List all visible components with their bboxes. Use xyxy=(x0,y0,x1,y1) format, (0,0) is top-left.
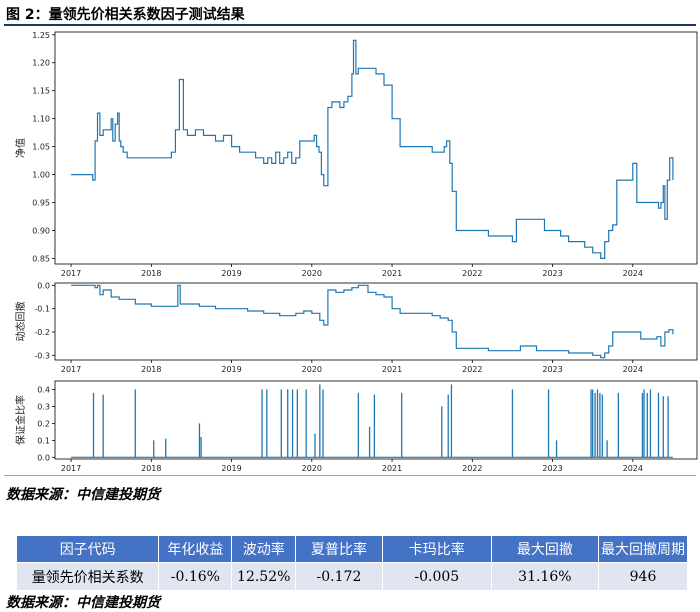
x-tick-label: 2018 xyxy=(141,464,161,473)
cell-annual-return: -0.16% xyxy=(158,562,233,591)
x-tick-label: 2022 xyxy=(462,464,482,473)
x-tick-label: 2020 xyxy=(302,464,322,473)
figure-title: 图 2：量领先价相关系数因子测试结果 xyxy=(6,7,245,23)
table-header-row: 因子代码 年化收益 波动率 夏普比率 卡玛比率 最大回撤 最大回撤周期 xyxy=(15,535,688,563)
series-line-drawdown xyxy=(71,284,674,359)
chart-panel-nav: 0.85 0.90 0.95 1.00 1.05 1.10 1.15 1.20 1.25 2017… xyxy=(14,31,698,278)
x-tick-label: 2023 xyxy=(542,269,562,278)
x-tick-label: 2024 xyxy=(623,269,643,278)
x-tick-label: 2019 xyxy=(221,269,241,278)
x-tick-label: 2024 xyxy=(623,464,643,473)
header-annual-return: 年化收益 xyxy=(158,535,233,563)
plot-frame-nav xyxy=(54,31,698,265)
plot-frame-margin xyxy=(54,380,698,460)
y-tick-label: -0.3 xyxy=(34,351,50,360)
x-tick-label: 2018 xyxy=(141,269,161,278)
x-tick-label: 2024 xyxy=(623,365,643,374)
y-tick-label: 0.0 xyxy=(37,453,50,462)
cell-volatility: 12.52% xyxy=(231,562,297,591)
y-tick-label: 1.20 xyxy=(32,59,50,68)
y-tick-label: 1.15 xyxy=(32,87,50,96)
plot-frame-drawdown xyxy=(54,282,698,361)
y-tick-label: 1.10 xyxy=(32,115,50,124)
y-tick-label: 0.3 xyxy=(37,402,50,411)
header-calmar: 卡玛比率 xyxy=(381,535,492,563)
x-tick-label: 2019 xyxy=(221,464,241,473)
stats-table: 因子代码 年化收益 波动率 夏普比率 卡玛比率 最大回撤 最大回撤周期 量领先价… xyxy=(15,535,688,591)
x-tick-label: 2022 xyxy=(462,269,482,278)
x-tick-label: 2023 xyxy=(542,365,562,374)
source-note-top: 数据来源：中信建投期货 xyxy=(6,487,160,503)
y-tick-label: 0.90 xyxy=(32,226,50,235)
header-max-drawdown: 最大回撤 xyxy=(490,535,600,563)
x-tick-label: 2017 xyxy=(61,269,81,278)
x-tick-label: 2022 xyxy=(462,365,482,374)
y-tick-label: 1.25 xyxy=(32,31,50,40)
x-tick-label: 2023 xyxy=(542,464,562,473)
bottom-rule xyxy=(4,475,696,476)
y-tick-label: -0.2 xyxy=(34,328,50,337)
y-axis-label-nav: 净值 xyxy=(14,138,27,158)
header-volatility: 波动率 xyxy=(231,535,297,563)
x-tick-label: 2020 xyxy=(302,365,322,374)
x-tick-label: 2017 xyxy=(61,365,81,374)
x-tick-label: 2021 xyxy=(382,269,402,278)
charts-area: 0.85 0.90 0.95 1.00 1.05 1.10 1.15 1.20 1.25 2017… xyxy=(14,31,698,473)
header-factor-code: 因子代码 xyxy=(15,535,160,563)
x-tick-label: 2018 xyxy=(141,365,161,374)
y-tick-label: 0.95 xyxy=(32,199,50,208)
y-tick-label: 0.1 xyxy=(37,436,50,445)
chart-panel-drawdown: 0.0 -0.1 -0.2 -0.3 2017 2018 2019 2020 2021 2022 2… xyxy=(14,281,698,374)
table-row: 量领先价相关系数 -0.16% 12.52% -0.172 -0.005 31.… xyxy=(15,562,688,591)
cell-calmar: -0.005 xyxy=(381,562,492,591)
chart-panel-margin: 0.0 0.1 0.2 0.3 0.4 2017 2018 2019 2020 2021 2022 2… xyxy=(14,380,698,473)
y-axis-label-drawdown: 动态回撤 xyxy=(14,302,27,342)
y-axis-label-margin: 保证金比率 xyxy=(14,395,27,445)
cell-max-drawdown: 31.16% xyxy=(490,562,600,591)
y-tick-label: -0.1 xyxy=(34,305,50,314)
series-line-nav xyxy=(71,39,674,259)
x-tick-label: 2020 xyxy=(302,269,322,278)
y-tick-label: 1.05 xyxy=(32,143,50,152)
x-tick-label: 2021 xyxy=(382,464,402,473)
source-note-bottom: 数据来源：中信建投期货 xyxy=(6,595,160,611)
y-tick-label: 1.00 xyxy=(32,171,50,180)
cell-sharpe: -0.172 xyxy=(295,562,383,591)
y-tick-label: 0.85 xyxy=(32,254,50,263)
title-rule xyxy=(4,24,696,26)
x-tick-label: 2021 xyxy=(382,365,402,374)
y-tick-label: 0.4 xyxy=(37,385,50,394)
y-tick-label: 0.0 xyxy=(37,281,50,290)
x-tick-label: 2017 xyxy=(61,464,81,473)
y-tick-label: 0.2 xyxy=(37,419,50,428)
x-tick-label: 2019 xyxy=(221,365,241,374)
header-sharpe: 夏普比率 xyxy=(295,535,383,563)
header-max-drawdown-period: 最大回撤周期 xyxy=(598,535,688,563)
cell-factor-code: 量领先价相关系数 xyxy=(15,562,160,591)
cell-max-drawdown-period: 946 xyxy=(598,562,688,591)
